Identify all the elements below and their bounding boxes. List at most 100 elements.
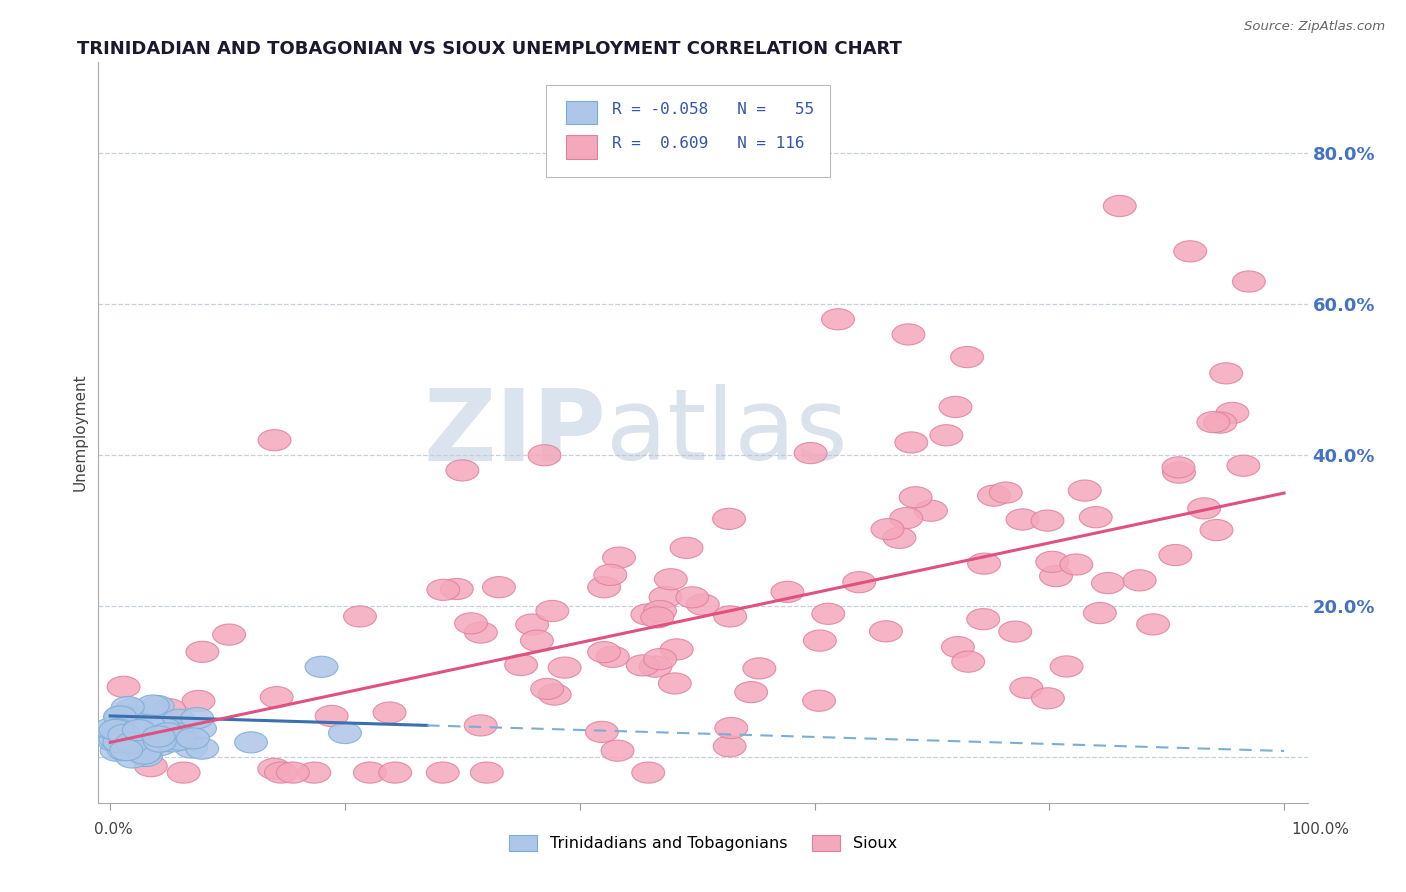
Ellipse shape bbox=[1031, 510, 1064, 531]
Ellipse shape bbox=[163, 709, 195, 731]
Ellipse shape bbox=[105, 706, 138, 726]
Ellipse shape bbox=[894, 432, 928, 453]
Ellipse shape bbox=[631, 762, 665, 783]
Ellipse shape bbox=[900, 487, 932, 508]
Ellipse shape bbox=[136, 695, 169, 716]
Ellipse shape bbox=[115, 726, 149, 747]
Ellipse shape bbox=[1050, 656, 1083, 677]
Ellipse shape bbox=[714, 717, 748, 739]
Ellipse shape bbox=[950, 346, 984, 368]
Ellipse shape bbox=[1188, 498, 1220, 519]
Ellipse shape bbox=[1233, 271, 1265, 292]
Legend: Trinidadians and Tobagonians, Sioux: Trinidadians and Tobagonians, Sioux bbox=[502, 829, 904, 858]
Ellipse shape bbox=[1032, 688, 1064, 709]
Ellipse shape bbox=[1036, 551, 1069, 573]
Ellipse shape bbox=[166, 718, 198, 739]
Ellipse shape bbox=[939, 396, 972, 417]
Ellipse shape bbox=[585, 722, 619, 742]
Ellipse shape bbox=[94, 718, 127, 739]
Ellipse shape bbox=[122, 734, 155, 755]
Ellipse shape bbox=[713, 508, 745, 529]
Text: R =  0.609   N = 116: R = 0.609 N = 116 bbox=[613, 136, 804, 152]
Ellipse shape bbox=[315, 706, 349, 727]
Ellipse shape bbox=[117, 706, 150, 728]
Ellipse shape bbox=[505, 655, 537, 675]
Ellipse shape bbox=[631, 604, 664, 625]
Ellipse shape bbox=[115, 747, 149, 768]
Ellipse shape bbox=[658, 673, 692, 694]
Ellipse shape bbox=[1201, 519, 1233, 541]
Text: atlas: atlas bbox=[606, 384, 848, 481]
Ellipse shape bbox=[661, 639, 693, 660]
Ellipse shape bbox=[967, 608, 1000, 630]
Ellipse shape bbox=[124, 731, 157, 751]
Ellipse shape bbox=[298, 762, 330, 783]
Ellipse shape bbox=[644, 648, 676, 670]
Ellipse shape bbox=[143, 734, 176, 756]
Ellipse shape bbox=[426, 762, 460, 783]
Ellipse shape bbox=[641, 607, 673, 628]
Ellipse shape bbox=[353, 762, 387, 783]
Ellipse shape bbox=[1197, 411, 1230, 433]
Ellipse shape bbox=[160, 721, 193, 741]
Ellipse shape bbox=[1104, 195, 1136, 217]
Ellipse shape bbox=[654, 569, 688, 590]
Ellipse shape bbox=[1080, 507, 1112, 528]
Ellipse shape bbox=[440, 578, 474, 599]
Ellipse shape bbox=[464, 714, 498, 736]
Ellipse shape bbox=[842, 572, 876, 593]
Ellipse shape bbox=[1010, 677, 1043, 698]
Ellipse shape bbox=[977, 485, 1011, 507]
Ellipse shape bbox=[650, 586, 682, 607]
FancyBboxPatch shape bbox=[567, 136, 596, 159]
Ellipse shape bbox=[114, 705, 146, 726]
Ellipse shape bbox=[98, 729, 132, 749]
Ellipse shape bbox=[471, 762, 503, 783]
Ellipse shape bbox=[821, 309, 855, 330]
Ellipse shape bbox=[516, 614, 548, 635]
Ellipse shape bbox=[132, 714, 166, 736]
Ellipse shape bbox=[156, 731, 188, 752]
Ellipse shape bbox=[305, 657, 337, 677]
Ellipse shape bbox=[735, 681, 768, 703]
Ellipse shape bbox=[183, 690, 215, 712]
Ellipse shape bbox=[129, 746, 163, 766]
Ellipse shape bbox=[110, 739, 143, 761]
Text: Source: ZipAtlas.com: Source: ZipAtlas.com bbox=[1244, 20, 1385, 33]
Ellipse shape bbox=[588, 641, 620, 663]
Ellipse shape bbox=[184, 718, 217, 739]
Ellipse shape bbox=[174, 737, 208, 758]
Ellipse shape bbox=[100, 740, 134, 761]
Ellipse shape bbox=[1136, 614, 1170, 635]
Ellipse shape bbox=[97, 730, 129, 751]
Ellipse shape bbox=[454, 613, 488, 634]
Ellipse shape bbox=[536, 600, 569, 622]
Ellipse shape bbox=[638, 657, 672, 677]
Ellipse shape bbox=[742, 657, 776, 679]
FancyBboxPatch shape bbox=[546, 85, 830, 178]
Text: 100.0%: 100.0% bbox=[1292, 822, 1350, 837]
Ellipse shape bbox=[530, 678, 564, 699]
Ellipse shape bbox=[163, 729, 195, 750]
Ellipse shape bbox=[277, 762, 309, 783]
Ellipse shape bbox=[122, 734, 155, 756]
Text: ZIP: ZIP bbox=[423, 384, 606, 481]
Ellipse shape bbox=[1161, 457, 1195, 478]
Ellipse shape bbox=[104, 706, 138, 727]
Ellipse shape bbox=[141, 696, 174, 716]
Ellipse shape bbox=[538, 684, 571, 706]
Ellipse shape bbox=[170, 729, 202, 750]
Ellipse shape bbox=[108, 724, 141, 746]
Ellipse shape bbox=[1069, 480, 1101, 501]
Ellipse shape bbox=[104, 733, 138, 755]
Ellipse shape bbox=[1084, 602, 1116, 624]
Ellipse shape bbox=[177, 728, 209, 749]
Ellipse shape bbox=[1227, 455, 1260, 476]
Ellipse shape bbox=[593, 565, 627, 585]
Ellipse shape bbox=[1216, 402, 1249, 424]
Text: 0.0%: 0.0% bbox=[94, 822, 134, 837]
Ellipse shape bbox=[111, 697, 145, 717]
Ellipse shape bbox=[890, 508, 922, 529]
Ellipse shape bbox=[186, 641, 219, 663]
Ellipse shape bbox=[264, 762, 298, 783]
